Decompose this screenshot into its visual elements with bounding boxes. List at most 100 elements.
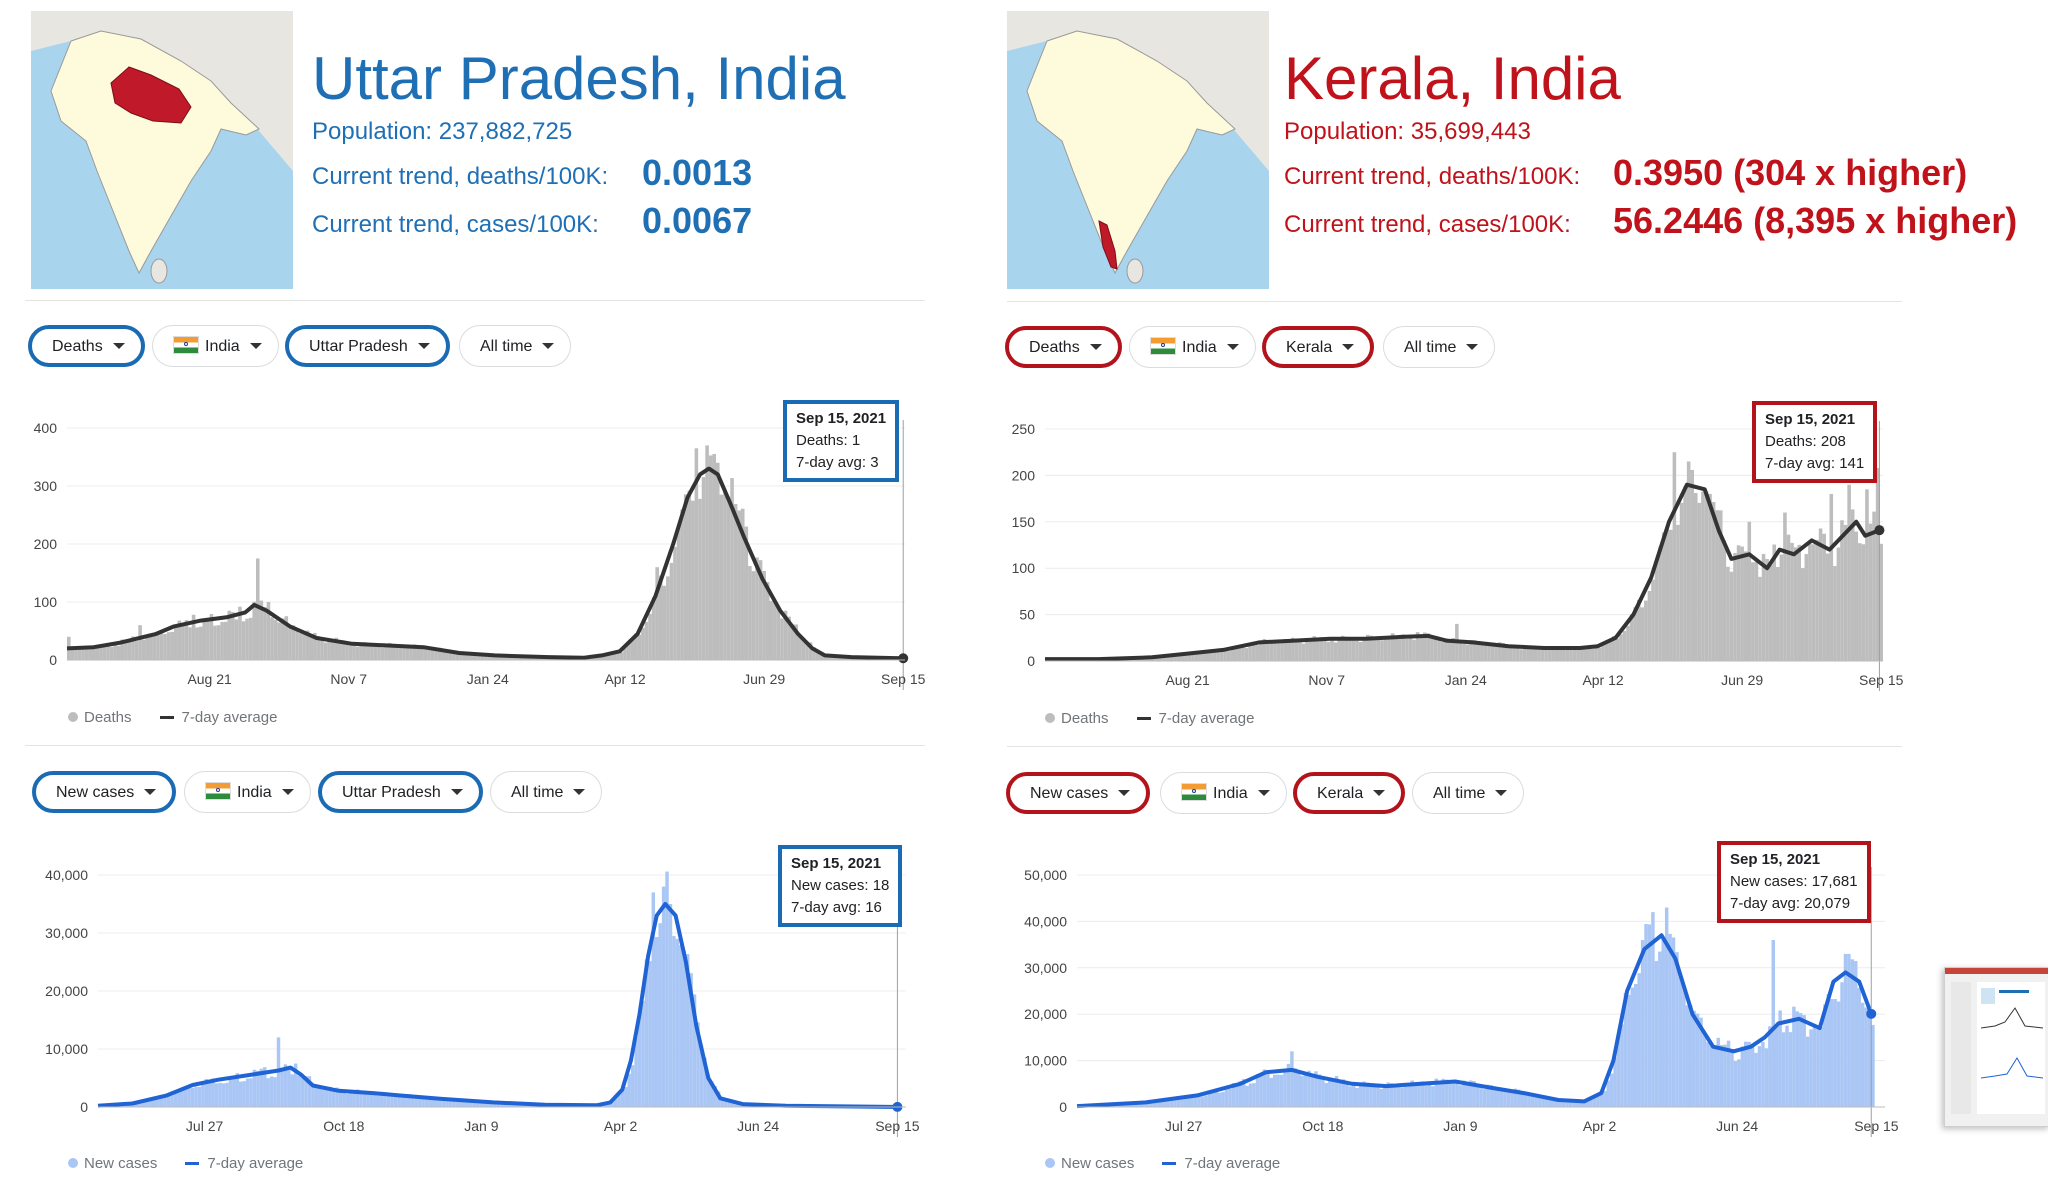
- data-bar: [1747, 1041, 1751, 1107]
- data-bar: [1585, 1100, 1590, 1107]
- data-bar: [1426, 633, 1431, 661]
- data-bar: [1664, 907, 1669, 1107]
- data-bar: [790, 624, 795, 660]
- data-bar: [1308, 641, 1313, 661]
- data-bar: [384, 645, 388, 660]
- time-range-label: All time: [1404, 339, 1457, 356]
- data-bar: [1871, 1024, 1875, 1107]
- caret-down-icon: [542, 343, 555, 349]
- deaths-chart[interactable]: 0 50 100 150 200 250 Aug 21 Nov 7 Jan 24 Apr 12 Ju…: [1007, 400, 1987, 700]
- data-bar: [152, 634, 157, 660]
- data-bar: [703, 1057, 707, 1107]
- cases-chart[interactable]: 0 10,000 20,000 30,000 40,000 Jul 27 Oct 18 Jan…: [0, 845, 980, 1145]
- country-dropdown-label: India: [237, 784, 272, 801]
- data-bar: [1630, 987, 1635, 1107]
- data-bar: [801, 638, 806, 660]
- metric-dropdown[interactable]: Deaths: [28, 325, 145, 367]
- data-bar: [1272, 1074, 1277, 1107]
- data-bar: [723, 1099, 728, 1107]
- data-bar: [452, 1100, 456, 1107]
- tooltip-date: Sep 15, 2021: [791, 855, 882, 872]
- country-dropdown[interactable]: India: [152, 325, 279, 367]
- country-dropdown[interactable]: India: [1129, 326, 1256, 368]
- data-bar: [1860, 1002, 1865, 1107]
- data-bar: [287, 1066, 291, 1107]
- data-bar: [1533, 646, 1538, 661]
- cases-chart[interactable]: 0 10,000 20,000 30,000 40,000 50,000 Jul 27 Oct…: [1007, 845, 1987, 1145]
- data-bar: [238, 1081, 243, 1107]
- data-bar: [669, 562, 674, 660]
- data-bar: [1149, 1102, 1153, 1107]
- time-range-dropdown[interactable]: All time: [1412, 772, 1525, 814]
- time-range-dropdown[interactable]: All time: [490, 771, 603, 813]
- data-bar: [1493, 1086, 1497, 1107]
- data-bar: [1805, 1036, 1810, 1107]
- data-bar: [334, 637, 339, 660]
- data-bar: [91, 647, 96, 660]
- x-tick-label: Aug 21: [187, 671, 232, 687]
- y-tick-label: 0: [1059, 1099, 1067, 1115]
- data-bar: [1811, 544, 1816, 661]
- data-bar: [1512, 647, 1516, 661]
- time-range-dropdown[interactable]: All time: [459, 325, 572, 367]
- data-bar: [142, 1101, 147, 1107]
- data-bar: [1173, 1099, 1177, 1107]
- slide-thumbnail[interactable]: [1944, 967, 2048, 1127]
- data-bar: [1458, 1085, 1463, 1107]
- metric-dropdown[interactable]: New cases: [1006, 772, 1151, 814]
- data-bar: [1193, 1097, 1198, 1107]
- data-bar: [1214, 1088, 1218, 1107]
- country-dropdown[interactable]: India: [1160, 772, 1287, 814]
- data-bar: [769, 600, 774, 660]
- data-bar: [88, 649, 92, 660]
- data-bar: [1483, 644, 1488, 661]
- data-bar: [1344, 636, 1349, 661]
- data-bar: [1156, 1100, 1160, 1107]
- data-bar: [1761, 553, 1766, 661]
- data-bar: [1804, 554, 1809, 661]
- deaths-chart[interactable]: 0 100 200 300 400 Aug 21 Nov 7 Jan 24 Apr 12 Jun …: [0, 400, 980, 700]
- data-bar: [1440, 641, 1445, 661]
- data-bar: [1405, 638, 1409, 661]
- cases-trend-value: 56.2446 (8,395 x higher): [1613, 200, 2018, 241]
- legend-bars-label: New cases: [84, 1155, 158, 1172]
- data-bar: [1159, 1100, 1163, 1107]
- cases-trend-value: 0.0067: [642, 200, 753, 241]
- data-bar: [466, 652, 470, 660]
- data-bar: [116, 645, 121, 660]
- data-bar: [630, 1065, 635, 1107]
- x-tick-label: Sep 15: [1859, 672, 1904, 688]
- time-range-dropdown[interactable]: All time: [1383, 326, 1496, 368]
- data-bar: [1812, 1025, 1817, 1107]
- data-bar: [163, 1097, 167, 1107]
- deaths-trend-label: Current trend, deaths/100K:: [1284, 163, 1581, 190]
- data-bar: [1338, 1080, 1342, 1107]
- metric-dropdown[interactable]: New cases: [32, 771, 177, 813]
- data-bar: [1544, 649, 1548, 661]
- country-dropdown[interactable]: India: [184, 771, 311, 813]
- data-bar: [1326, 641, 1331, 661]
- region-dropdown[interactable]: Kerala: [1262, 326, 1375, 368]
- region-dropdown[interactable]: Uttar Pradesh: [318, 771, 483, 813]
- region-dropdown[interactable]: Uttar Pradesh: [285, 325, 450, 367]
- data-bar: [1733, 1060, 1738, 1107]
- data-bar: [1858, 543, 1862, 661]
- data-bar: [1283, 1068, 1287, 1107]
- tooltip-value: New cases: 17,681: [1730, 873, 1858, 890]
- data-bar: [692, 994, 697, 1107]
- metric-dropdown[interactable]: Deaths: [1005, 326, 1122, 368]
- data-bar: [1297, 1071, 1301, 1107]
- data-bar: [673, 546, 677, 660]
- x-tick-label: Apr 12: [1582, 672, 1623, 688]
- data-bar: [1847, 953, 1851, 1107]
- data-bar: [259, 1068, 264, 1107]
- data-bar: [661, 886, 666, 1107]
- data-bar: [1412, 639, 1416, 661]
- region-dropdown[interactable]: Kerala: [1293, 772, 1406, 814]
- data-bar: [316, 636, 321, 660]
- data-bar: [1424, 1085, 1428, 1107]
- data-bar: [70, 648, 75, 660]
- metric-dropdown-label: New cases: [56, 784, 135, 801]
- data-bar: [1833, 999, 1837, 1107]
- gridlines: [98, 874, 906, 1108]
